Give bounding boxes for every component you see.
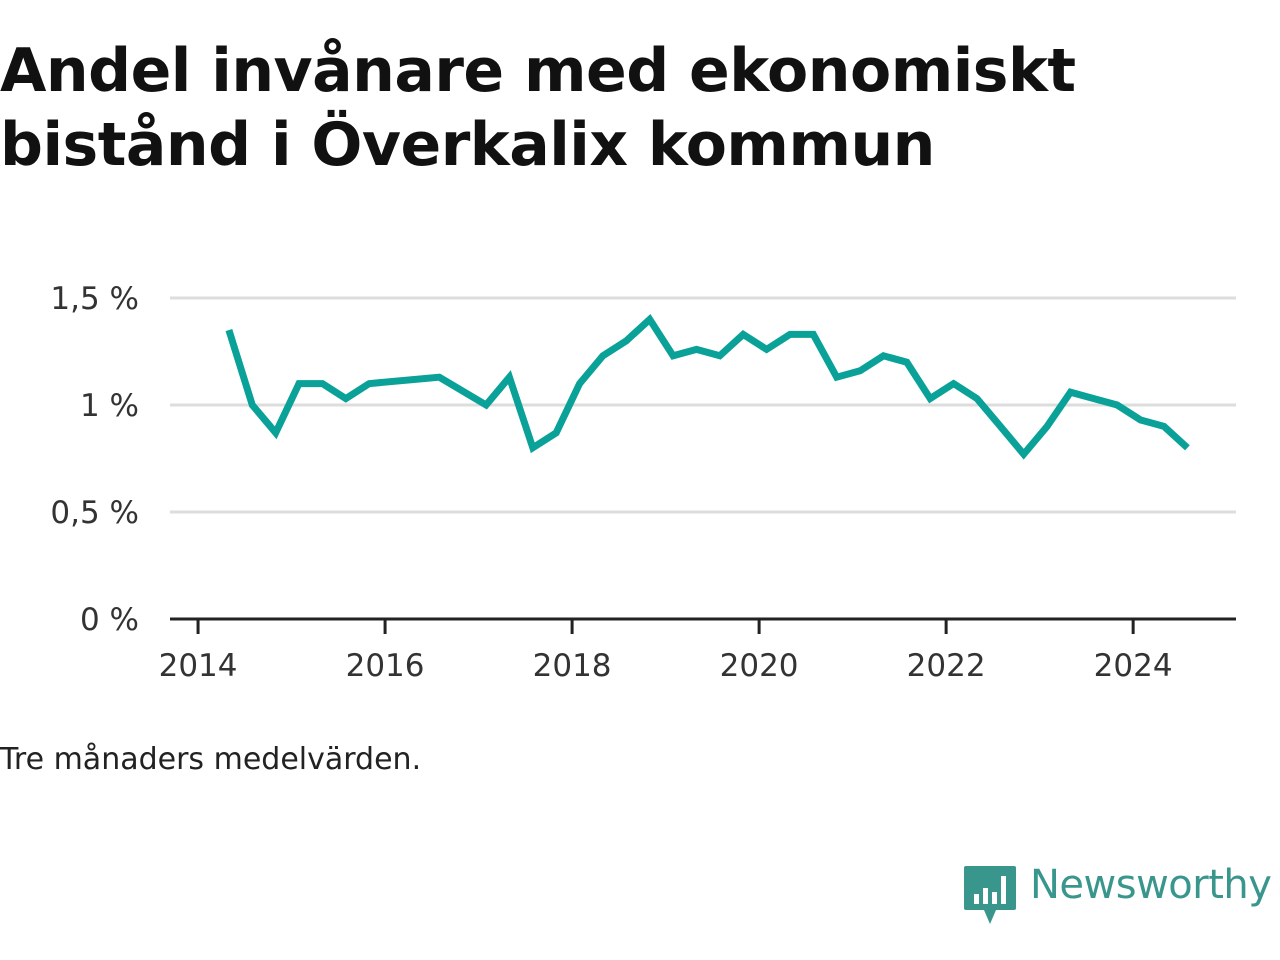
line-chart: 0 % 0,5 % 1 % 1,5 % 2014 2016 2018 2020 2022 202… [50, 281, 1236, 684]
x-tick-label: 2024 [1094, 648, 1173, 684]
chart-title-line-1: Andel invånare med ekonomiskt [0, 36, 1076, 106]
chart-title-line-2: bistånd i Överkalix kommun [0, 110, 935, 180]
x-tick-label: 2018 [533, 648, 612, 684]
y-tick-label: 1 % [80, 388, 139, 424]
x-tick-label: 2016 [346, 648, 425, 684]
y-tick-label: 0,5 % [50, 495, 139, 531]
brand-name: Newsworthy [1030, 862, 1272, 908]
x-tick-label: 2014 [159, 648, 238, 684]
y-axis-tick-labels: 0 % 0,5 % 1 % 1,5 % [50, 281, 139, 638]
x-axis: 2014 2016 2018 2020 2022 2024 [159, 617, 1236, 684]
brand-logo: Newsworthy [962, 860, 1278, 930]
chart-title: Andel invånare med ekonomiskt bistånd i … [0, 34, 1270, 182]
series-line [225, 314, 1190, 460]
y-tick-label: 0 % [80, 602, 139, 638]
y-tick-label: 1,5 % [50, 281, 139, 317]
grid-lines [170, 296, 1236, 514]
chart-note: Tre månaders medelvärden. [0, 742, 422, 777]
series-lines [225, 314, 1190, 460]
x-tick-label: 2020 [720, 648, 799, 684]
newsworthy-logo-icon [964, 866, 1016, 924]
x-tick-label: 2022 [907, 648, 986, 684]
